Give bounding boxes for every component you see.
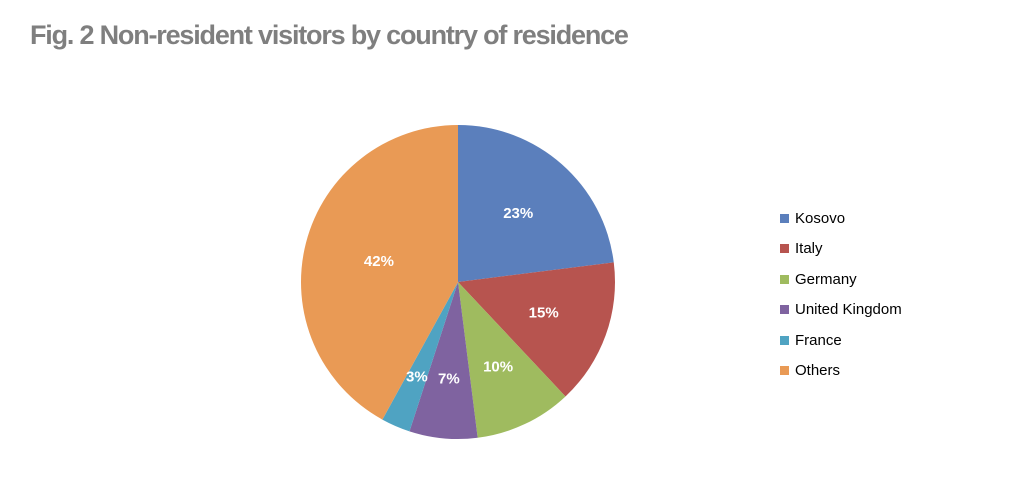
legend-item-italy: Italy	[780, 234, 902, 265]
legend-label-united-kingdom: United Kingdom	[795, 301, 902, 319]
data-label-italy: 15%	[529, 304, 559, 321]
legend-item-germany: Germany	[780, 264, 902, 295]
legend-label-germany: Germany	[795, 270, 857, 288]
legend-item-united-kingdom: United Kingdom	[780, 295, 902, 326]
legend-swatch-united-kingdom	[780, 305, 789, 315]
pie-slice-germany	[458, 282, 566, 438]
legend-item-kosovo: Kosovo	[780, 203, 902, 234]
legend-swatch-others	[780, 366, 789, 376]
legend-label-italy: Italy	[795, 240, 823, 258]
pie-slice-italy	[458, 262, 616, 397]
legend-swatch-italy	[780, 244, 789, 254]
data-label-france: 3%	[406, 369, 428, 386]
data-label-others: 42%	[364, 253, 394, 270]
data-label-united-kingdom: 7%	[438, 370, 460, 387]
chart-legend: Kosovo Italy Germany United Kingdom Fran…	[780, 203, 902, 386]
data-label-germany: 10%	[483, 359, 513, 376]
legend-label-kosovo: Kosovo	[795, 209, 846, 227]
legend-swatch-germany	[780, 274, 789, 284]
pie-slice-united-kingdom	[409, 282, 478, 439]
chart-title: Fig. 2 Non-resident visitors by country …	[30, 20, 629, 50]
legend-item-others: Others	[780, 356, 902, 387]
legend-item-france: France	[780, 325, 902, 356]
data-label-kosovo: 23%	[503, 205, 533, 222]
pie-slice-kosovo	[458, 125, 614, 282]
legend-swatch-france	[780, 335, 789, 345]
pie-slice-others	[301, 125, 458, 420]
legend-label-others: Others	[795, 362, 841, 380]
legend-swatch-kosovo	[780, 213, 789, 223]
pie-slice-france	[382, 282, 458, 432]
legend-label-france: France	[795, 331, 842, 349]
